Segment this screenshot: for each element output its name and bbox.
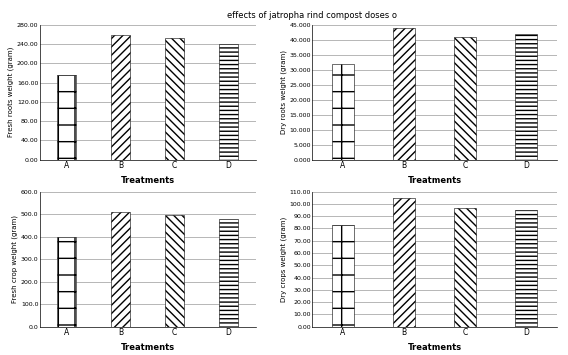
Bar: [57, 75, 76, 160]
Y-axis label: Fresh crop weight (gram): Fresh crop weight (gram): [11, 215, 18, 303]
Bar: [165, 38, 184, 160]
Title: (a): (a): [141, 208, 154, 218]
X-axis label: Treatments: Treatments: [120, 176, 175, 185]
X-axis label: Treatments: Treatments: [407, 176, 462, 185]
Bar: [111, 212, 130, 327]
Text: effects of jatropha rind compost doses o: effects of jatropha rind compost doses o: [227, 11, 398, 20]
Bar: [332, 64, 354, 160]
Bar: [454, 208, 476, 327]
Y-axis label: Dry crops weight (gram): Dry crops weight (gram): [281, 217, 287, 302]
Y-axis label: Fresh roots weight (gram): Fresh roots weight (gram): [7, 47, 14, 137]
Bar: [57, 237, 76, 327]
X-axis label: Treatments: Treatments: [407, 343, 462, 351]
X-axis label: Treatments: Treatments: [120, 343, 175, 351]
Y-axis label: Dry roots weight (gram): Dry roots weight (gram): [280, 50, 287, 134]
Bar: [393, 28, 415, 160]
Bar: [332, 225, 354, 327]
Bar: [515, 34, 537, 160]
Bar: [393, 198, 415, 327]
Bar: [111, 36, 130, 160]
Bar: [219, 219, 238, 327]
Title: (b): (b): [428, 208, 441, 218]
Bar: [454, 37, 476, 160]
Bar: [219, 44, 238, 160]
Bar: [165, 215, 184, 327]
Bar: [515, 210, 537, 327]
